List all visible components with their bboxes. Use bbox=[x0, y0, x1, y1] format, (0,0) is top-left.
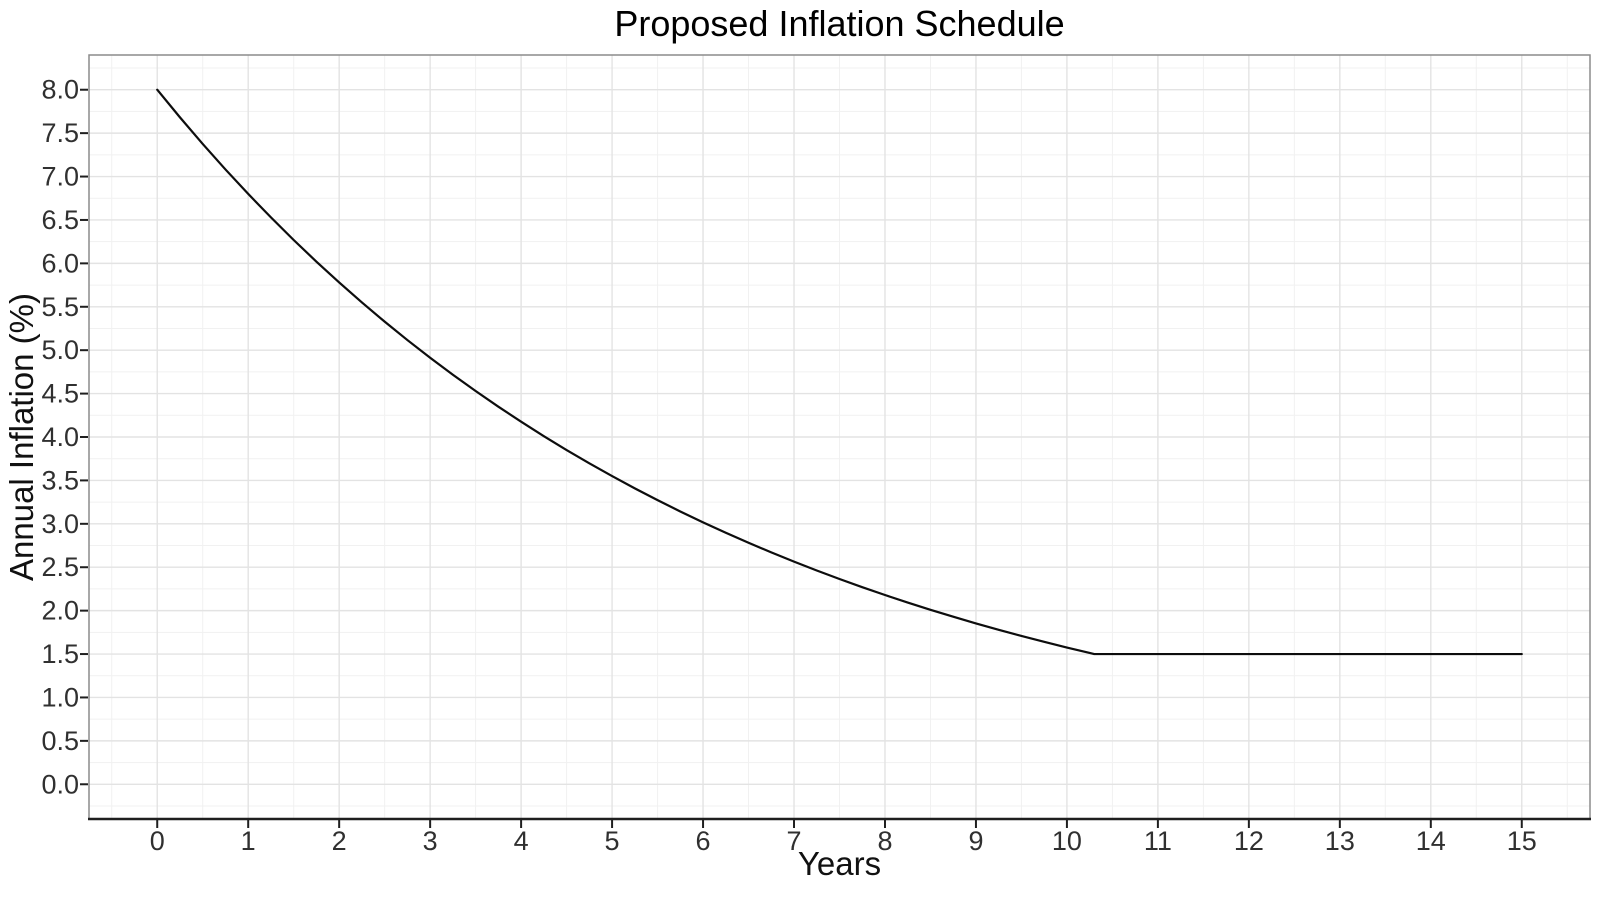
x-tick-label: 4 bbox=[514, 826, 529, 856]
x-tick-label: 8 bbox=[877, 826, 892, 856]
y-tick-label: 7.5 bbox=[41, 118, 79, 148]
y-tick-label: 2.0 bbox=[41, 596, 79, 626]
y-tick-label: 5.5 bbox=[41, 292, 79, 322]
y-tick-label: 8.0 bbox=[41, 75, 79, 105]
x-tick-label: 11 bbox=[1144, 826, 1172, 856]
x-tick-label: 0 bbox=[150, 826, 165, 856]
y-tick-label: 3.0 bbox=[41, 509, 79, 539]
y-tick-label: 0.0 bbox=[41, 769, 79, 799]
x-tick-label: 13 bbox=[1325, 826, 1355, 856]
x-tick-label: 7 bbox=[786, 826, 801, 856]
x-tick-label: 6 bbox=[696, 826, 711, 856]
x-tick-label: 2 bbox=[332, 826, 347, 856]
x-tick-label: 14 bbox=[1416, 826, 1446, 856]
y-tick-label: 3.5 bbox=[41, 465, 79, 495]
y-tick-label: 4.5 bbox=[41, 379, 79, 409]
major-gridlines bbox=[89, 55, 1590, 819]
chart-title: Proposed Inflation Schedule bbox=[614, 3, 1065, 44]
x-tick-label: 12 bbox=[1234, 826, 1264, 856]
x-tick-label: 15 bbox=[1507, 826, 1537, 856]
y-tick-labels: 0.0 0.5 1.0 1.5 2.0 2.5 3.0 3.5 4.0 4.5 5.0 5.5 6.0 6… bbox=[41, 75, 79, 800]
x-tick-label: 10 bbox=[1052, 826, 1082, 856]
x-tick-label: 1 bbox=[241, 826, 256, 856]
y-tick-label: 6.5 bbox=[41, 205, 79, 235]
x-tick-label: 9 bbox=[968, 826, 983, 856]
y-tick-label: 2.5 bbox=[41, 552, 79, 582]
y-tick-label: 4.0 bbox=[41, 422, 79, 452]
x-tick-labels: 0 1 2 3 4 5 6 7 8 9 10 11 12 13 14 15 bbox=[150, 826, 1537, 856]
y-tick-label: 5.0 bbox=[41, 335, 79, 365]
y-tick-label: 0.5 bbox=[41, 726, 79, 756]
x-axis-title: Years bbox=[797, 845, 882, 882]
y-tick-label: 7.0 bbox=[41, 162, 79, 192]
x-tick-label: 3 bbox=[423, 826, 438, 856]
axis-ticks bbox=[80, 88, 1523, 828]
y-tick-label: 6.0 bbox=[41, 248, 79, 278]
inflation-line bbox=[156, 88, 1523, 656]
y-tick-label: 1.5 bbox=[41, 639, 79, 669]
y-tick-label: 1.0 bbox=[41, 682, 79, 712]
x-tick-label: 5 bbox=[605, 826, 620, 856]
